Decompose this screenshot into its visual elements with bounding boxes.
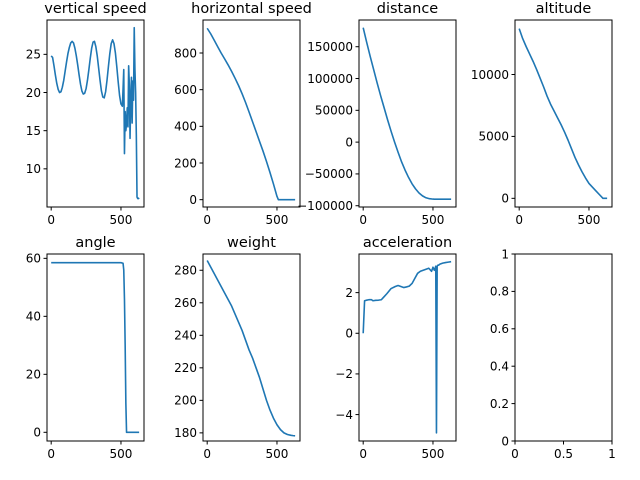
- y-tick-label: 0.6: [490, 322, 509, 336]
- series-line: [206, 260, 296, 437]
- subplot-3: distance 0 500 −100000 −50000 0 50000 100000 150…: [297, 1, 457, 227]
- y-tick-label: 260: [174, 296, 197, 310]
- x-tick-label: 0: [203, 447, 211, 461]
- x-tick-label: 0: [511, 447, 519, 461]
- axes-frame: [46, 253, 145, 442]
- x-tick-label: 0: [515, 213, 523, 227]
- y-tick-label: 10: [26, 162, 41, 176]
- x-tick-label: 500: [422, 213, 445, 227]
- x-tick-label: 0: [47, 213, 55, 227]
- y-tick-label: 1: [501, 247, 509, 261]
- x-tick-label: 500: [266, 213, 289, 227]
- y-tick-label: 200: [174, 156, 197, 170]
- y-tick-label: 0: [345, 327, 353, 341]
- y-tick-label: 20: [26, 86, 41, 100]
- x-tick-label: 500: [110, 447, 133, 461]
- subplot-title: acceleration: [363, 235, 452, 251]
- y-tick-label: 800: [174, 46, 197, 60]
- y-tick-label: 0: [501, 192, 509, 206]
- y-tick-label: 40: [26, 310, 41, 324]
- y-tick-label: 15: [26, 124, 41, 138]
- series-line: [50, 26, 140, 200]
- series-line: [518, 28, 608, 200]
- axes-frame: [202, 253, 301, 442]
- y-tick-label: 600: [174, 83, 197, 97]
- subplot-title: angle: [75, 235, 115, 251]
- y-tick-label: 200: [174, 394, 197, 408]
- axes-frame: [202, 19, 301, 208]
- x-tick-label: 0.5: [554, 447, 573, 461]
- y-tick-label: 10000: [471, 68, 509, 82]
- subplot-6: weight 0 500 180 200 220 240 260 280: [174, 235, 301, 461]
- y-tick-label: −50000: [305, 167, 353, 181]
- axes-frame: [358, 19, 457, 208]
- x-tick-label: 0: [359, 213, 367, 227]
- series-line: [362, 27, 452, 200]
- subplot-title: vertical speed: [44, 1, 146, 17]
- y-tick-label: 100000: [307, 72, 353, 86]
- y-tick-label: 150000: [307, 40, 353, 54]
- y-tick-label: 0: [33, 426, 41, 440]
- x-tick-label: 0: [359, 447, 367, 461]
- x-tick-label: 0: [203, 213, 211, 227]
- subplot-7: acceleration 0 500 −4 −2 0 2: [335, 235, 457, 461]
- y-tick-label: 240: [174, 329, 197, 343]
- x-tick-label: 1: [608, 447, 616, 461]
- series-line: [362, 260, 452, 434]
- y-tick-label: 400: [174, 120, 197, 134]
- x-tick-label: 500: [266, 447, 289, 461]
- x-tick-label: 500: [578, 213, 601, 227]
- subplot-8: 0 0.5 1 0 0.2 0.4 0.6 0.8 1: [490, 247, 616, 461]
- y-tick-label: 5000: [478, 130, 509, 144]
- y-tick-label: 220: [174, 361, 197, 375]
- y-tick-label: −2: [335, 367, 353, 381]
- subplot-2: horizontal speed 0 500 0 200 400 600 800: [174, 1, 312, 227]
- subplot-1: vertical speed 0 500 10 15 20 25: [26, 1, 147, 227]
- y-tick-label: 0: [345, 135, 353, 149]
- axes-frame: [46, 19, 145, 208]
- y-tick-label: −100000: [297, 199, 353, 213]
- y-tick-label: 2: [345, 286, 353, 300]
- y-tick-label: −4: [335, 408, 353, 422]
- y-tick-label: 0: [189, 193, 197, 207]
- series-line: [51, 261, 140, 434]
- y-tick-label: 0: [501, 434, 509, 448]
- series-line: [206, 27, 296, 201]
- axes-frame: [514, 19, 613, 208]
- x-tick-label: 500: [422, 447, 445, 461]
- axes-frame: [514, 253, 613, 442]
- y-tick-label: 180: [174, 426, 197, 440]
- subplot-title: weight: [227, 235, 276, 251]
- y-tick-label: 25: [26, 48, 41, 62]
- y-tick-label: 20: [26, 368, 41, 382]
- subplot-title: altitude: [536, 1, 592, 17]
- subplot-title: horizontal speed: [191, 1, 312, 17]
- x-tick-label: 0: [47, 447, 55, 461]
- subplot-title: distance: [377, 1, 439, 17]
- y-tick-label: 0.8: [490, 285, 509, 299]
- y-tick-label: 50000: [315, 104, 353, 118]
- y-tick-label: 0.4: [490, 360, 509, 374]
- y-tick-label: 280: [174, 264, 197, 278]
- x-tick-label: 500: [110, 213, 133, 227]
- y-tick-label: 60: [26, 252, 41, 266]
- y-tick-label: 0.2: [490, 397, 509, 411]
- subplot-5: angle 0 500 0 20 40 60: [26, 235, 145, 461]
- axes-frame: [358, 253, 457, 442]
